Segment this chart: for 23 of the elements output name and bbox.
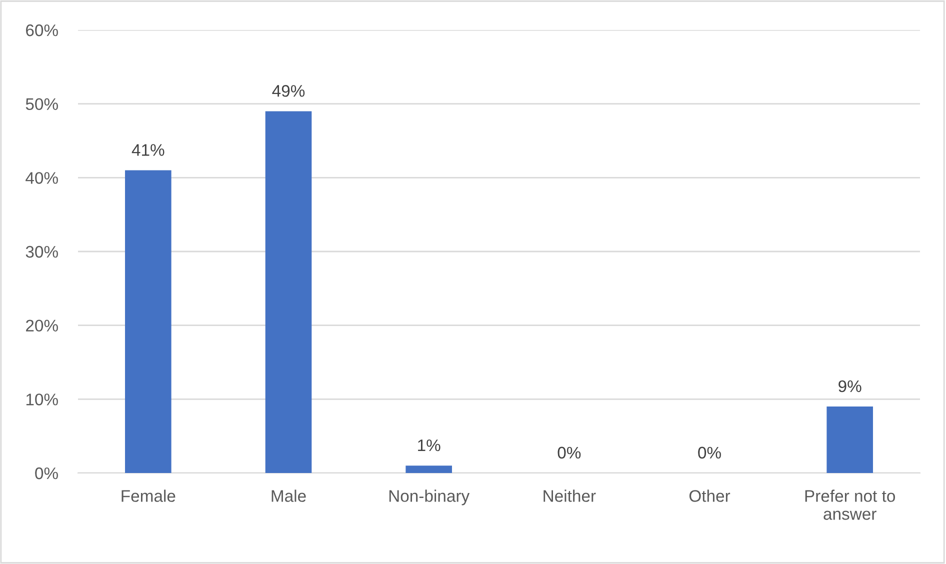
data-label: 49% xyxy=(272,85,305,97)
bar xyxy=(265,111,312,473)
data-label: 0% xyxy=(558,446,581,459)
data-label: 1% xyxy=(418,439,440,452)
x-tick-label: Female xyxy=(122,490,176,502)
x-tick-label: Other xyxy=(689,490,730,502)
data-label: 0% xyxy=(698,446,721,459)
y-tick-label: 50% xyxy=(26,98,58,110)
bar xyxy=(826,406,873,473)
data-label: 41% xyxy=(132,144,164,156)
y-tick-label: 60% xyxy=(26,24,58,36)
x-tick-label: Non-binary xyxy=(389,490,470,506)
y-tick-label: 40% xyxy=(26,172,58,184)
x-tick-label: Neither xyxy=(544,490,596,502)
x-tick-label: Prefer not to answer xyxy=(805,490,895,520)
bar xyxy=(125,170,172,473)
y-tick-label: 20% xyxy=(26,320,58,332)
data-label: 9% xyxy=(838,380,862,392)
x-tick-label: Male xyxy=(272,490,306,502)
y-tick-label: 30% xyxy=(26,246,58,258)
y-tick-label: 10% xyxy=(26,394,58,406)
y-tick-label: 0% xyxy=(35,467,58,480)
bar xyxy=(406,466,452,473)
